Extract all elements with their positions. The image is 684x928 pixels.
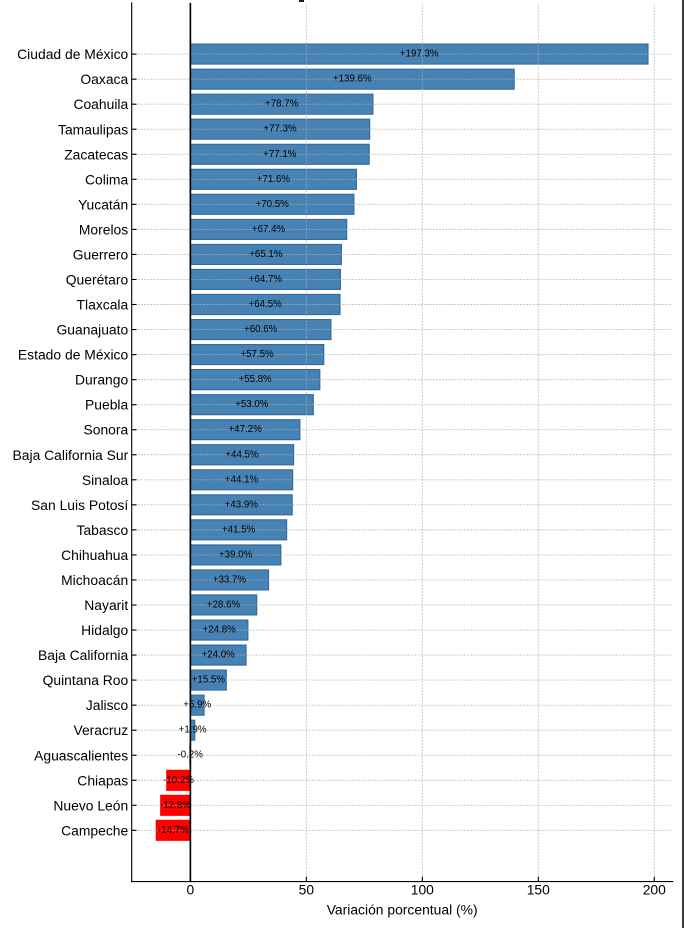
svg-text:+53.0%: +53.0% [235,399,269,410]
svg-text:Campeche: Campeche [61,822,128,838]
svg-text:Morelos: Morelos [79,221,128,237]
svg-text:+41.5%: +41.5% [222,524,256,535]
svg-text:+71.6%: +71.6% [257,174,291,185]
svg-text:Veracruz: Veracruz [73,722,128,738]
svg-text:+44.5%: +44.5% [225,449,259,460]
svg-text:Zacatecas: Zacatecas [64,146,128,162]
svg-text:Jalisco: Jalisco [86,697,129,713]
svg-text:0: 0 [187,881,195,897]
svg-text:Tamaulipas: Tamaulipas [58,121,128,137]
svg-text:+57.5%: +57.5% [240,349,274,360]
svg-text:100: 100 [411,881,434,897]
svg-text:Coahuila: Coahuila [73,96,128,112]
svg-text:+1.9%: +1.9% [179,725,207,736]
svg-text:Puebla: Puebla [85,397,128,413]
svg-text:+139.6%: +139.6% [333,74,372,85]
svg-text:Chihuahua: Chihuahua [61,547,128,563]
svg-text:Querétaro: Querétaro [66,271,129,287]
svg-text:+78.7%: +78.7% [265,99,299,110]
svg-text:+60.6%: +60.6% [244,324,278,335]
svg-text:Tlaxcala: Tlaxcala [77,297,129,313]
svg-text:Nayarit: Nayarit [84,597,128,613]
svg-text:+28.6%: +28.6% [207,599,241,610]
svg-text:Yucatán: Yucatán [78,196,128,212]
svg-text:Variación porcentual (%): Variación porcentual (%) [327,901,478,917]
svg-text:+77.1%: +77.1% [263,149,297,160]
svg-text:+65.1%: +65.1% [249,249,283,260]
svg-text:Baja California: Baja California [38,647,129,663]
svg-text:Quintana Roo: Quintana Roo [43,672,129,688]
svg-text:Hidalgo: Hidalgo [81,622,128,638]
svg-text:+47.2%: +47.2% [229,424,263,435]
svg-text:200: 200 [643,881,666,897]
svg-text:Michoacán: Michoacán [61,572,128,588]
svg-text:+55.8%: +55.8% [238,374,272,385]
svg-text:Durango: Durango [75,372,129,388]
svg-text:Estado de México: Estado de México [18,347,129,363]
svg-text:-12.8%: -12.8% [160,800,191,811]
svg-text:+39.0%: +39.0% [219,549,253,560]
svg-text:-10.2%: -10.2% [163,775,194,786]
svg-text:+15.5%: +15.5% [192,675,226,686]
svg-text:Chiapas: Chiapas [77,772,128,788]
svg-text:Guanajuato: Guanajuato [56,322,128,338]
svg-text:Nuevo León: Nuevo León [53,797,128,813]
svg-text:150: 150 [527,881,550,897]
svg-text:+33.7%: +33.7% [213,574,247,585]
svg-text:San Luis Potosí: San Luis Potosí [31,497,128,513]
svg-text:Aguascalientes: Aguascalientes [34,747,128,763]
svg-text:Ciudad de México: Ciudad de México [17,46,128,62]
svg-text:+24.0%: +24.0% [202,650,236,661]
svg-text:+64.7%: +64.7% [249,274,283,285]
svg-text:Guerrero: Guerrero [73,246,129,262]
svg-text:+70.5%: +70.5% [256,199,290,210]
svg-text:Tabasco: Tabasco [77,522,129,538]
svg-text:+43.9%: +43.9% [225,499,259,510]
svg-text:+64.5%: +64.5% [249,299,283,310]
svg-text:-0.2%: -0.2% [177,750,203,761]
svg-text:+44.1%: +44.1% [225,474,259,485]
svg-text:+5.9%: +5.9% [183,700,211,711]
svg-text:+67.4%: +67.4% [252,224,286,235]
svg-text:+24.8%: +24.8% [203,625,237,636]
svg-text:-14.7%: -14.7% [158,825,189,836]
svg-text:+197.3%: +197.3% [400,49,439,60]
svg-text:Baja California Sur: Baja California Sur [13,447,129,463]
svg-text:50: 50 [299,881,315,897]
svg-text:Sinaloa: Sinaloa [82,472,129,488]
svg-text:Colima: Colima [85,171,128,187]
svg-text:Oaxaca: Oaxaca [80,71,128,87]
svg-text:Sonora: Sonora [83,422,128,438]
svg-text:+77.3%: +77.3% [263,124,297,135]
